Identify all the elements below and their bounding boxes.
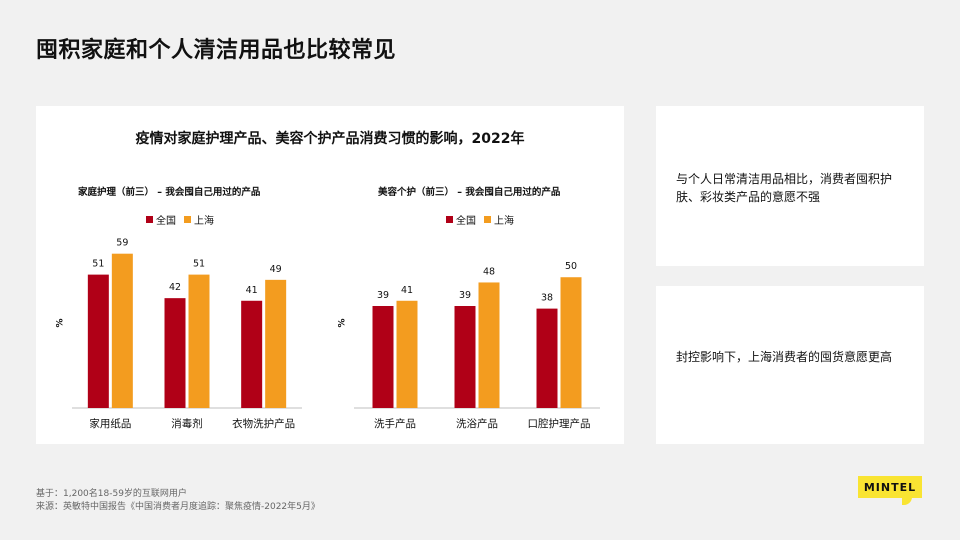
bar [372,306,394,408]
insight-box-1: 与个人日常清洁用品相比，消费者囤积护肤、彩妆类产品的意愿不强 [656,106,924,266]
bar-charts: 51 59 家用纸品 42 51 消毒剂 41 49 衣物洗护产品 39 41 洗手产品 39 48 洗浴产… [72,238,600,430]
data-label: 51 [193,259,205,270]
bar [164,298,186,408]
insight-box-2: 封控影响下，上海消费者的囤货意愿更高 [656,286,924,444]
legend-label: 上海 [194,216,214,227]
bar [396,300,418,408]
data-label: 38 [541,293,553,304]
legend-item-nation: 全国 [446,212,476,227]
legend-item-shanghai: 上海 [484,212,514,227]
data-label: 49 [270,264,282,275]
bar [478,282,500,408]
bar [265,279,287,408]
chart-1-title: 家庭护理（前三） – 我会囤自己用过的产品 [78,187,261,198]
bar [560,277,582,408]
data-label: 39 [459,290,471,301]
bar [454,306,476,408]
chart-2-title: 美容个护（前三） – 我会囤自己用过的产品 [378,187,561,198]
data-label: 59 [116,238,128,249]
chart-panel: 疫情对家庭护理产品、美容个护产品消费习惯的影响，2022年 家庭护理（前三） –… [36,106,624,444]
legend-swatch [446,216,453,223]
legend-swatch [484,216,491,223]
bar [536,308,558,408]
data-label: 39 [377,290,389,301]
insight-text-2: 封控影响下，上海消费者的囤货意愿更高 [676,350,893,364]
data-label: 41 [401,285,413,296]
category-label: 家用纸品 [89,417,131,430]
mintel-logo: MINTEL [858,476,922,498]
footnote-source: 来源：英敏特中国报告《中国消费者月度追踪：聚焦疫情-2022年5月》 [36,502,320,512]
legend-item-shanghai: 上海 [184,212,214,227]
footnote-base: 基于：1,200名18-59岁的互联网用户 [36,489,187,499]
legend-label: 全国 [156,216,176,227]
data-label: 42 [169,282,181,293]
bar [87,274,109,408]
bar [188,274,210,408]
chart-1-legend: 全国 上海 [146,212,222,227]
bar [111,253,133,408]
category-label: 洗浴产品 [456,417,498,430]
bar [241,300,263,408]
legend-item-nation: 全国 [146,212,176,227]
chart-2-legend: 全国 上海 [446,212,522,227]
legend-swatch [146,216,153,223]
data-label: 41 [246,285,258,296]
legend-swatch [184,216,191,223]
insight-text-1: 与个人日常清洁用品相比，消费者囤积护肤、彩妆类产品的意愿不强 [676,172,893,204]
data-label: 51 [92,259,104,270]
category-label: 衣物洗护产品 [232,417,295,430]
category-label: 洗手产品 [374,417,416,430]
mintel-logo-tail [902,497,912,505]
legend-label: 全国 [456,216,476,227]
legend-label: 上海 [494,216,514,227]
data-label: 50 [565,261,577,272]
category-label: 消毒剂 [171,417,203,430]
chart-panel-title: 疫情对家庭护理产品、美容个护产品消费习惯的影响，2022年 [135,131,525,147]
data-label: 48 [483,266,495,277]
slide-title: 囤积家庭和个人清洁用品也比较常见 [36,38,397,63]
category-label: 口腔护理产品 [528,417,591,430]
